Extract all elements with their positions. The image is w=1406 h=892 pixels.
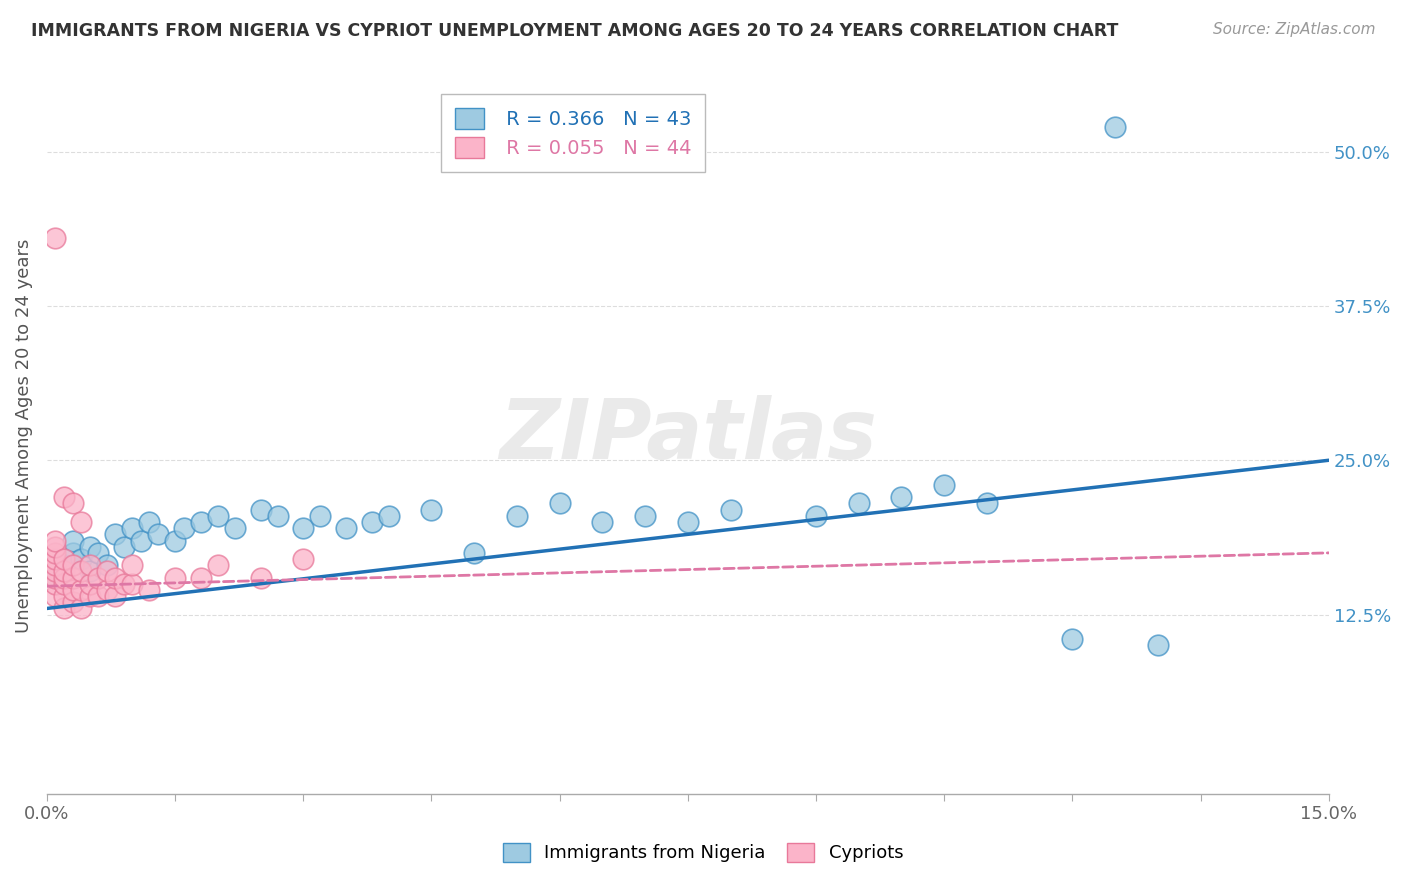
Point <box>62 570 84 584</box>
Point <box>96 582 118 597</box>
Point <box>70 515 93 529</box>
Point <box>70 565 93 579</box>
Point <box>335 521 357 535</box>
Text: ZIPatlas: ZIPatlas <box>499 395 877 476</box>
Point <box>890 491 912 505</box>
Point <box>96 565 118 579</box>
Point <box>70 582 93 597</box>
Point <box>44 546 66 560</box>
Point <box>53 570 76 584</box>
Point <box>79 558 101 573</box>
Point <box>44 540 66 554</box>
Point <box>138 582 160 597</box>
Point <box>506 508 529 523</box>
Point <box>266 508 288 523</box>
Point <box>360 515 382 529</box>
Point <box>548 496 571 510</box>
Point <box>165 533 187 548</box>
Point <box>87 570 110 584</box>
Point <box>591 515 613 529</box>
Point <box>53 491 76 505</box>
Point <box>104 570 127 584</box>
Point <box>44 558 66 573</box>
Point <box>53 565 76 579</box>
Point <box>1147 639 1170 653</box>
Point <box>44 570 66 584</box>
Point <box>79 576 101 591</box>
Point <box>53 576 76 591</box>
Point <box>62 533 84 548</box>
Text: IMMIGRANTS FROM NIGERIA VS CYPRIOT UNEMPLOYMENT AMONG AGES 20 TO 24 YEARS CORREL: IMMIGRANTS FROM NIGERIA VS CYPRIOT UNEMP… <box>31 22 1118 40</box>
Point <box>62 496 84 510</box>
Point <box>976 496 998 510</box>
Point <box>70 601 93 615</box>
Point <box>165 570 187 584</box>
Point <box>96 558 118 573</box>
Point <box>190 570 212 584</box>
Legend:  R = 0.366   N = 43,  R = 0.055   N = 44: R = 0.366 N = 43, R = 0.055 N = 44 <box>441 95 704 172</box>
Point <box>62 546 84 560</box>
Point <box>804 508 827 523</box>
Point <box>292 521 315 535</box>
Point <box>62 582 84 597</box>
Point <box>79 589 101 603</box>
Point <box>224 521 246 535</box>
Point <box>309 508 332 523</box>
Point <box>62 558 84 573</box>
Point <box>87 589 110 603</box>
Point <box>848 496 870 510</box>
Point <box>129 533 152 548</box>
Point <box>1062 632 1084 647</box>
Point <box>44 231 66 245</box>
Point <box>53 552 76 566</box>
Point <box>934 478 956 492</box>
Point <box>146 527 169 541</box>
Point <box>720 502 742 516</box>
Point <box>292 552 315 566</box>
Point <box>44 589 66 603</box>
Point <box>676 515 699 529</box>
Text: Source: ZipAtlas.com: Source: ZipAtlas.com <box>1212 22 1375 37</box>
Point <box>44 533 66 548</box>
Point <box>79 540 101 554</box>
Point <box>53 601 76 615</box>
Point <box>104 589 127 603</box>
Legend: Immigrants from Nigeria, Cypriots: Immigrants from Nigeria, Cypriots <box>495 836 911 870</box>
Point <box>121 576 143 591</box>
Point <box>634 508 657 523</box>
Point <box>44 565 66 579</box>
Point <box>190 515 212 529</box>
Point <box>44 552 66 566</box>
Point <box>112 576 135 591</box>
Point <box>79 565 101 579</box>
Point <box>121 521 143 535</box>
Point <box>207 558 229 573</box>
Y-axis label: Unemployment Among Ages 20 to 24 years: Unemployment Among Ages 20 to 24 years <box>15 238 32 632</box>
Point <box>377 508 399 523</box>
Point <box>173 521 195 535</box>
Point <box>463 546 485 560</box>
Point <box>138 515 160 529</box>
Point <box>53 589 76 603</box>
Point <box>420 502 443 516</box>
Point <box>44 570 66 584</box>
Point <box>70 552 93 566</box>
Point <box>87 546 110 560</box>
Point <box>249 570 271 584</box>
Point <box>121 558 143 573</box>
Point <box>112 540 135 554</box>
Point <box>207 508 229 523</box>
Point <box>249 502 271 516</box>
Point <box>44 576 66 591</box>
Point <box>104 527 127 541</box>
Point <box>62 595 84 609</box>
Point <box>1104 120 1126 134</box>
Point <box>53 558 76 573</box>
